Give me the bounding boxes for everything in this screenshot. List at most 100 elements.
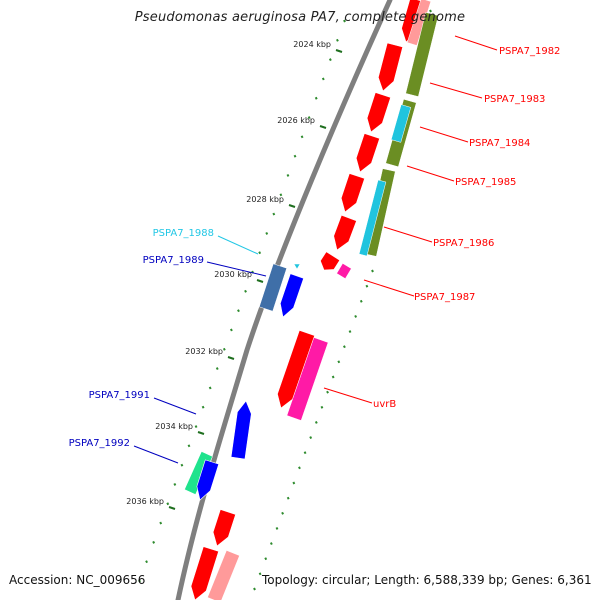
inner-tick-mark: [258, 251, 262, 255]
inner-tick-mark: [298, 466, 301, 470]
inner-tick-mark: [269, 542, 273, 546]
scale-label: 2036 kbp: [126, 497, 164, 506]
outer-band-1: [406, 0, 432, 46]
inner-tick-mark: [215, 367, 219, 371]
accession-text: Accession: NC_009656: [9, 573, 146, 587]
inner-tick-mark: [145, 560, 148, 564]
inner-gene-3: [293, 263, 301, 270]
outer-gene-5: [340, 173, 365, 213]
gene-label-leader: [429, 82, 483, 99]
inner-gene-2: [279, 273, 304, 318]
scale-label: 2030 kbp: [214, 270, 252, 279]
outer-gene-4: [355, 133, 380, 173]
inner-tick-mark: [244, 289, 247, 293]
inner-tick-mark: [265, 231, 269, 235]
outer-gene-8: [277, 330, 315, 409]
inner-tick-mark: [303, 451, 307, 455]
outer-band-2: [405, 12, 439, 97]
inner-tick-mark: [331, 375, 335, 379]
gene-label-leader: [363, 279, 415, 297]
inner-tick-mark: [343, 19, 346, 23]
inner-tick-mark: [173, 483, 177, 486]
outer-band-4: [390, 104, 412, 143]
gene-label: PSPA7_1983: [484, 94, 545, 105]
inner-tick-mark: [230, 328, 233, 332]
major-tick: [227, 356, 235, 360]
major-tick: [168, 506, 176, 510]
major-tick: [319, 125, 327, 129]
scale-label: 2024 kbp: [293, 40, 331, 49]
outer-gene-9: [212, 509, 236, 547]
outer-gene-7: [320, 251, 341, 271]
major-tick: [256, 279, 264, 283]
inner-tick-mark: [194, 425, 198, 428]
gene-label-leader: [419, 126, 469, 143]
outer-gene-6: [333, 214, 357, 251]
gene-label-leader: [153, 397, 197, 415]
inner-tick-mark: [138, 579, 141, 583]
inner-gene-6: [196, 459, 220, 501]
inner-tick-mark: [328, 58, 332, 62]
inner-tick-mark: [359, 299, 363, 303]
gene-label-leader: [406, 165, 455, 182]
inner-tick-mark: [166, 502, 170, 506]
gene-label: PSPA7_1992: [69, 438, 130, 449]
inner-tick-mark: [292, 481, 296, 485]
outer-band-6: [358, 179, 387, 257]
inner-tick-mark: [320, 405, 324, 409]
inner-tick-mark: [258, 572, 262, 576]
gene-label: PSPA7_1991: [89, 390, 150, 401]
inner-tick-mark: [159, 521, 163, 525]
genome-backbone: [175, 0, 393, 600]
inner-tick-mark: [365, 284, 369, 288]
inner-tick-mark: [272, 212, 276, 216]
inner-tick-mark: [314, 420, 318, 424]
gene-label: uvrB: [373, 399, 396, 410]
inner-tick-mark: [307, 116, 311, 119]
major-tick: [288, 204, 296, 208]
inner-tick-mark: [354, 314, 358, 318]
inner-tick-mark: [309, 436, 313, 440]
inner-tick-mark: [286, 174, 290, 177]
inner-tick-mark: [222, 347, 226, 351]
inner-gene-1: [258, 263, 288, 312]
outer-gene-3: [366, 92, 391, 133]
scale-label: 2034 kbp: [155, 422, 193, 431]
inner-tick-mark: [208, 386, 212, 390]
inner-tick-mark: [275, 526, 279, 530]
outer-gene-2: [377, 42, 404, 92]
gene-label-leader: [454, 35, 498, 51]
gene-label: PSPA7_1989: [143, 255, 204, 266]
inner-tick-mark: [264, 557, 268, 561]
inner-tick-mark: [314, 96, 318, 100]
gene-label: PSPA7_1987: [414, 292, 475, 303]
inner-tick-mark: [152, 540, 156, 544]
outer-tick-mark: [429, 9, 432, 13]
gene-label: PSPA7_1985: [455, 177, 516, 188]
gene-label-leader: [217, 235, 259, 255]
inner-tick-mark: [343, 345, 346, 349]
inner-tick-mark: [293, 154, 297, 158]
scale-label: 2026 kbp: [277, 116, 315, 125]
inner-tick-mark: [336, 38, 339, 42]
outer-gene-10: [190, 546, 219, 600]
gene-label: PSPA7_1988: [153, 228, 214, 239]
inner-tick-mark: [300, 135, 304, 139]
outer-band-8: [286, 337, 329, 421]
inner-tick-mark: [286, 496, 290, 500]
inner-tick-mark: [321, 77, 325, 81]
gene-label-leader: [323, 387, 373, 404]
inner-tick-mark: [337, 360, 341, 364]
inner-tick-mark: [187, 444, 191, 448]
outer-band-9: [207, 550, 240, 600]
gene-label: PSPA7_1982: [499, 46, 560, 57]
inner-tick-mark: [253, 587, 256, 591]
gene-label: PSPA7_1986: [433, 238, 494, 249]
scale-label: 2032 kbp: [185, 347, 223, 356]
major-tick: [335, 49, 343, 53]
inner-gene-4: [230, 400, 252, 460]
inner-tick-mark: [279, 193, 283, 197]
scale-label: 2028 kbp: [246, 195, 284, 204]
major-tick: [197, 431, 205, 435]
